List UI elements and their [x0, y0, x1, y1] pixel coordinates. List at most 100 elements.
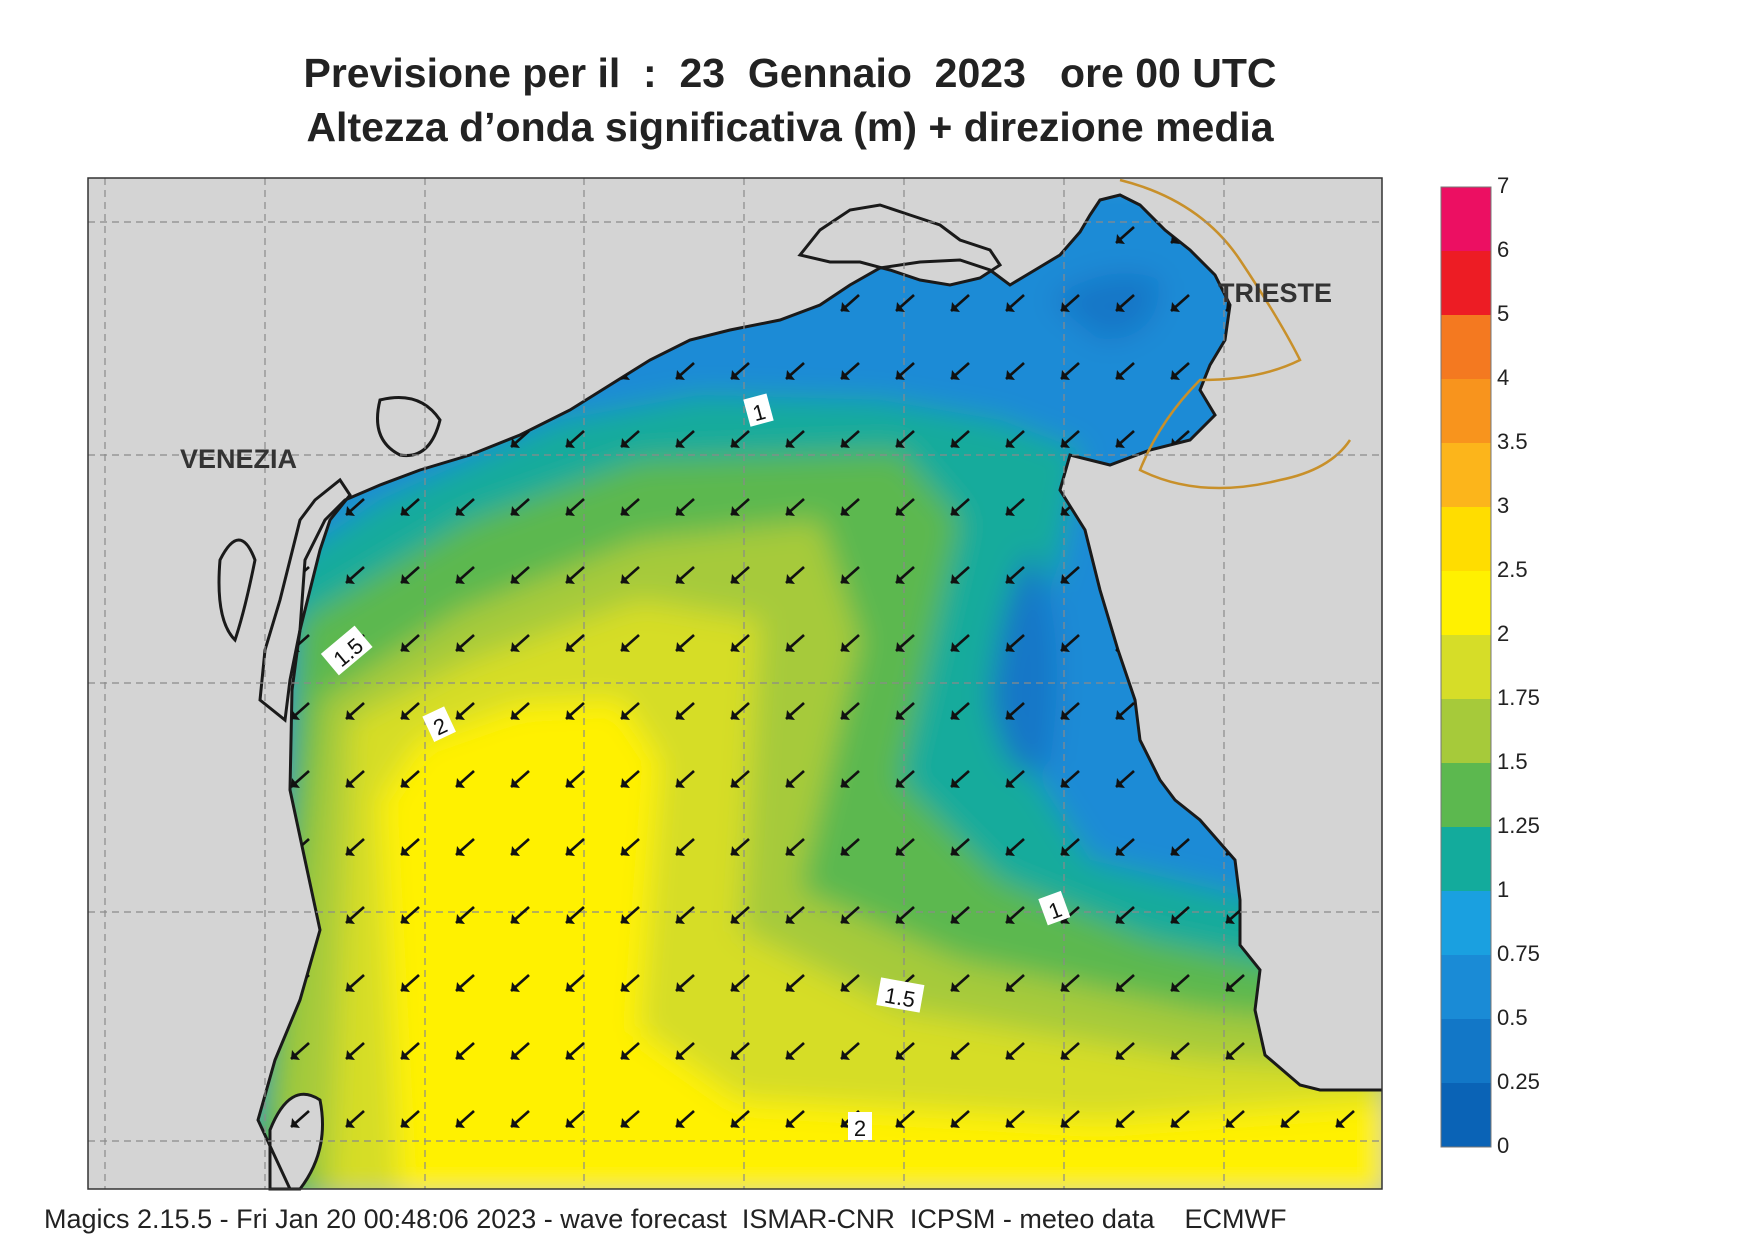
direction-arrow-head	[1116, 1118, 1125, 1128]
direction-arrow-head	[1061, 438, 1070, 448]
direction-arrow-head	[841, 302, 850, 312]
direction-arrow-head	[731, 506, 740, 516]
direction-arrow-head	[566, 710, 575, 720]
direction-arrow-head	[896, 370, 905, 380]
direction-arrow-head	[621, 1118, 630, 1128]
legend-color-block	[1441, 955, 1491, 1019]
direction-arrow-head	[511, 982, 520, 992]
direction-arrow-head	[1061, 370, 1070, 380]
direction-arrow-head	[566, 914, 575, 924]
direction-arrow-head	[676, 1118, 685, 1128]
direction-arrow-head	[511, 642, 520, 652]
direction-arrow-head	[346, 846, 355, 856]
contour-label-1-east: 1	[1038, 890, 1071, 926]
footer-credits: Magics 2.15.5 - Fri Jan 20 00:48:06 2023…	[44, 1204, 1287, 1234]
direction-arrow-head	[1006, 710, 1015, 720]
direction-arrow-head	[951, 642, 960, 652]
direction-arrow-head	[456, 846, 465, 856]
direction-arrow-head	[951, 1118, 960, 1128]
direction-arrow-head	[731, 1118, 740, 1128]
direction-arrow-head	[676, 438, 685, 448]
graticule	[88, 178, 1382, 1189]
direction-arrow-head	[841, 846, 850, 856]
direction-arrow-head	[621, 914, 630, 924]
legend-color-block	[1441, 1083, 1491, 1147]
direction-arrow-head	[1171, 302, 1180, 312]
legend-tick-label: 3.5	[1497, 429, 1528, 454]
direction-arrow-head	[1171, 1050, 1180, 1060]
map-frame	[87, 177, 1383, 1190]
direction-arrow-head	[786, 1050, 795, 1060]
direction-arrow-head	[1171, 1118, 1180, 1128]
direction-arrow-head	[1116, 438, 1125, 448]
contour-label-2-west: 2	[422, 706, 456, 742]
svg-text:1.5: 1.5	[883, 983, 917, 1013]
legend-tick-label: 3	[1497, 493, 1510, 518]
title-date: Previsione per il : 23 Gennaio 2023 ore …	[303, 50, 1277, 96]
direction-arrow-head	[511, 574, 520, 584]
direction-arrow-head	[1006, 1050, 1015, 1060]
direction-arrow-head	[951, 710, 960, 720]
direction-arrow-head	[1171, 846, 1180, 856]
direction-arrow-head	[951, 370, 960, 380]
direction-arrow-head	[1006, 302, 1015, 312]
direction-arrow-head	[896, 914, 905, 924]
direction-arrow-head	[566, 982, 575, 992]
direction-arrow-head	[1226, 1050, 1235, 1060]
direction-arrow-head	[1116, 302, 1125, 312]
contour-label-1-5-south: 1.5	[876, 977, 925, 1013]
direction-arrow-head	[1061, 710, 1070, 720]
legend-tick-label: 0.25	[1497, 1069, 1540, 1094]
direction-arrow-head	[896, 506, 905, 516]
direction-arrow-head	[786, 846, 795, 856]
direction-arrow-head	[1006, 370, 1015, 380]
direction-arrow-head	[786, 506, 795, 516]
direction-arrow-head	[456, 982, 465, 992]
direction-arrow-head	[1171, 370, 1180, 380]
direction-arrow-head	[841, 574, 850, 584]
direction-arrow-head	[566, 506, 575, 516]
direction-arrow-head	[401, 642, 410, 652]
legend-tick-label: 1.5	[1497, 749, 1528, 774]
direction-arrow-head	[786, 370, 795, 380]
direction-arrow-head	[1006, 778, 1015, 788]
direction-arrow-head	[896, 438, 905, 448]
legend-tick-label: 1.25	[1497, 813, 1540, 838]
direction-arrow-head	[731, 370, 740, 380]
direction-arrow-head	[786, 710, 795, 720]
direction-arrow-head	[786, 438, 795, 448]
legend-color-block	[1441, 571, 1491, 635]
national-border	[1119, 178, 1352, 490]
direction-arrow-head	[1116, 982, 1125, 992]
direction-arrow-head	[841, 438, 850, 448]
legend-tick-label: 0.5	[1497, 1005, 1528, 1030]
venice-lagoon-island	[217, 538, 257, 643]
direction-arrow-head	[1116, 778, 1125, 788]
direction-arrow-head	[1116, 1050, 1125, 1060]
direction-arrow-head	[511, 506, 520, 516]
direction-arrow-head	[676, 914, 685, 924]
legend-color-block	[1441, 763, 1491, 827]
direction-arrow-head	[1061, 302, 1070, 312]
legend-tick-label: 5	[1497, 301, 1510, 326]
direction-arrow-head	[731, 710, 740, 720]
legend-color-block	[1441, 315, 1491, 379]
direction-arrow-head	[456, 1050, 465, 1060]
direction-arrow-head	[621, 506, 630, 516]
direction-arrow-head	[621, 778, 630, 788]
legend-tick-label: 1	[1497, 877, 1510, 902]
direction-arrow-head	[346, 778, 355, 788]
direction-arrow-head	[731, 642, 740, 652]
legend-color-block	[1441, 187, 1491, 251]
direction-arrow-head	[511, 438, 520, 448]
direction-arrow-head	[896, 846, 905, 856]
direction-arrow-head	[401, 982, 410, 992]
direction-arrow-head	[1006, 846, 1015, 856]
direction-arrow-head	[896, 574, 905, 584]
direction-arrow-head	[676, 642, 685, 652]
direction-arrow-head	[731, 438, 740, 448]
direction-arrow-head	[896, 1050, 905, 1060]
direction-arrow-head	[346, 506, 355, 516]
direction-arrow-head	[786, 914, 795, 924]
direction-arrow-head	[566, 778, 575, 788]
